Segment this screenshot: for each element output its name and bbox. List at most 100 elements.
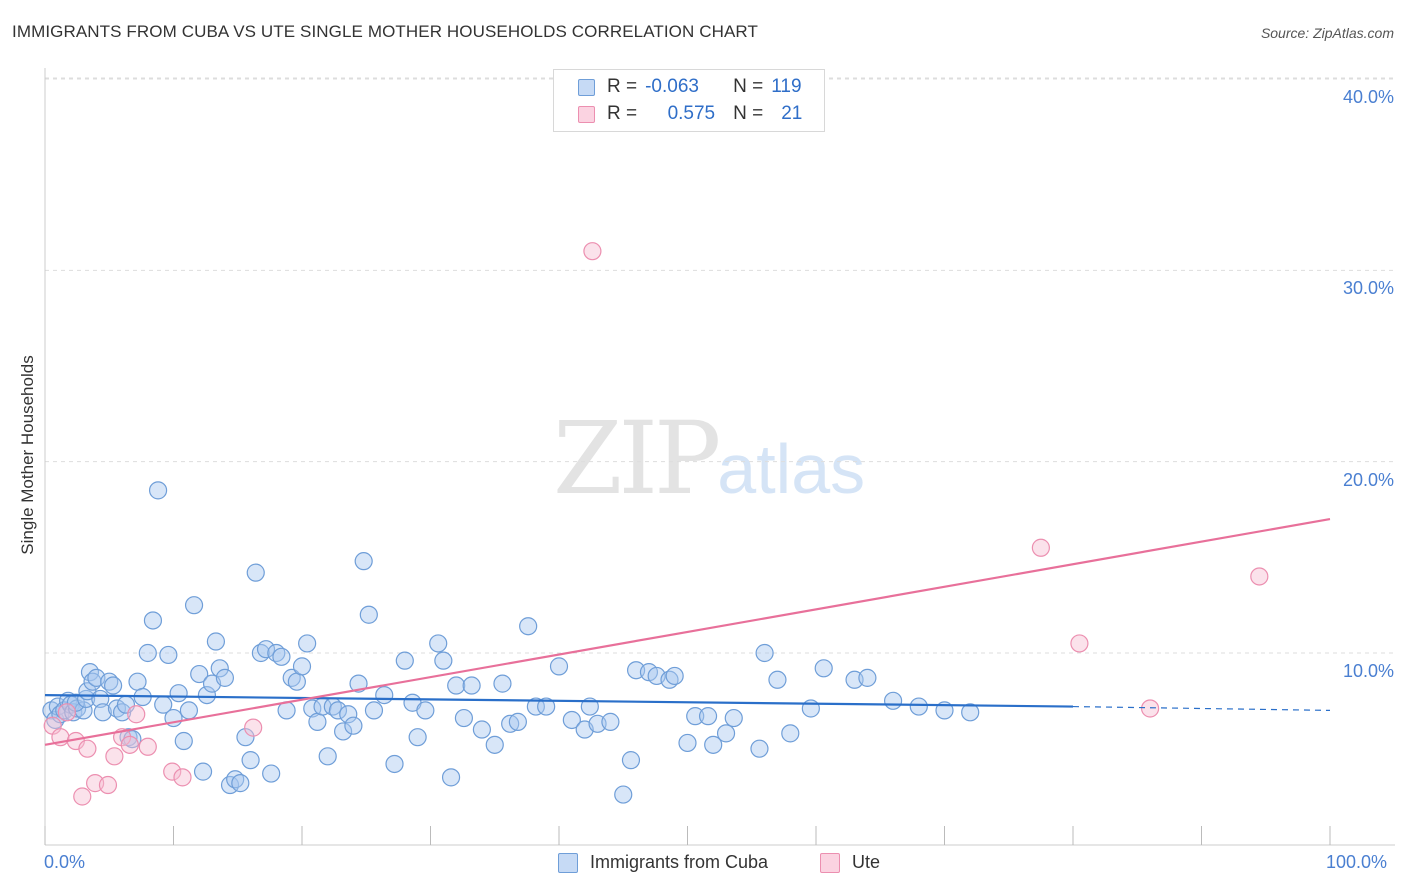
data-point (163, 762, 182, 781)
data-point (493, 674, 512, 693)
data-point (318, 747, 337, 766)
pink-swatch (820, 852, 840, 873)
blue-swatch (578, 78, 595, 96)
legend-item-cuba: Immigrants from Cuba (558, 852, 768, 873)
chart-source: Source: ZipAtlas.com (1260, 25, 1394, 41)
data-point (231, 774, 250, 793)
data-point (549, 657, 569, 676)
data-point (781, 724, 800, 743)
r-value: 0.575 (667, 103, 716, 124)
data-point (519, 617, 538, 636)
r-value: -0.063 (645, 76, 699, 97)
data-point (173, 768, 192, 787)
data-point (349, 674, 368, 693)
data-point (292, 657, 312, 676)
data-point (408, 728, 427, 747)
series-immigrants-from-cuba (42, 481, 980, 804)
chart-title: IMMIGRANTS FROM CUBA VS UTE SINGLE MOTHE… (12, 22, 758, 41)
data-point (159, 645, 178, 665)
data-point (750, 739, 769, 758)
data-point (334, 722, 353, 741)
data-point (190, 664, 209, 684)
data-point (308, 712, 327, 731)
data-point (472, 720, 491, 739)
series-ute (43, 242, 1269, 806)
data-point (961, 703, 980, 722)
data-point (614, 785, 633, 804)
trend-lines (44, 517, 1331, 746)
n-value: 21 (781, 103, 803, 124)
x-tick-label-min: 0.0% (44, 852, 86, 872)
data-point (179, 701, 199, 720)
data-point (1031, 538, 1050, 557)
data-point (768, 670, 787, 689)
data-point (206, 632, 226, 651)
data-point (105, 747, 124, 766)
data-point (236, 728, 255, 747)
data-point (184, 596, 204, 615)
data-point (98, 775, 118, 795)
data-point (143, 611, 163, 630)
data-point (447, 676, 466, 695)
data-point (1070, 634, 1089, 653)
data-point (127, 705, 146, 724)
x-tick-label-max: 100.0% (1326, 852, 1388, 872)
data-point (858, 668, 877, 687)
data-point (395, 651, 414, 670)
legend-label: Ute (852, 852, 881, 872)
data-point (583, 242, 602, 261)
data-point (601, 712, 620, 731)
n-label: N = (733, 103, 764, 124)
data-point (256, 640, 276, 659)
trend-line-cuba-extension (1072, 705, 1331, 711)
data-point (197, 685, 217, 705)
legend-label: Immigrants from Cuba (590, 852, 769, 872)
pink-swatch (578, 105, 595, 123)
blue-swatch (558, 852, 578, 873)
data-point (287, 672, 306, 691)
data-point (698, 707, 718, 726)
y-tick-label: 30.0% (1342, 278, 1394, 299)
data-point (138, 643, 157, 663)
legend-item-ute: Ute (820, 852, 880, 873)
data-point (678, 733, 697, 753)
data-point (339, 705, 358, 724)
data-point (665, 666, 684, 686)
data-point (1250, 567, 1269, 586)
data-point (686, 707, 705, 726)
y-tick-label: 20.0% (1342, 469, 1394, 490)
r-label: R = (607, 76, 638, 97)
data-point (174, 731, 193, 751)
data-point (434, 651, 453, 670)
data-point (359, 605, 378, 624)
data-point (621, 751, 641, 770)
data-point (57, 703, 76, 722)
y-tick-label: 10.0% (1342, 661, 1394, 681)
data-point (73, 787, 92, 806)
trend-line-ute (44, 517, 1331, 746)
data-point (909, 697, 928, 716)
data-point (526, 697, 545, 716)
data-point (128, 672, 147, 691)
data-point (562, 710, 581, 730)
data-point (485, 735, 504, 754)
data-point (883, 691, 903, 710)
data-point (344, 716, 363, 735)
data-point (716, 724, 736, 743)
data-point (354, 552, 373, 571)
r-label: R = (607, 103, 638, 124)
y-axis-label: Single Mother Households (18, 355, 37, 555)
n-value: 119 (771, 76, 802, 97)
data-point (724, 708, 743, 728)
stats-row-blue: R = -0.063 N = 119 (578, 75, 802, 99)
data-point (246, 563, 265, 582)
data-point (104, 676, 123, 695)
data-point (755, 643, 774, 663)
data-point (210, 659, 229, 678)
data-point (814, 659, 833, 678)
data-point (416, 701, 435, 720)
data-point (454, 708, 474, 728)
y-tick-label: 40.0% (1342, 87, 1394, 107)
stats-row-pink: R = 0.575 N = 21 (578, 102, 802, 126)
